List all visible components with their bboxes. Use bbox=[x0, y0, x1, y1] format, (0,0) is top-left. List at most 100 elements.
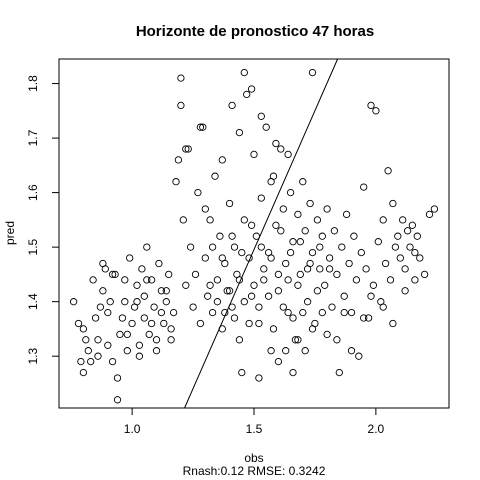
data-point bbox=[273, 140, 279, 146]
data-point bbox=[275, 288, 281, 294]
data-point bbox=[407, 244, 413, 250]
data-point bbox=[248, 293, 254, 299]
data-point bbox=[385, 168, 391, 174]
data-point bbox=[105, 309, 111, 315]
data-point bbox=[158, 309, 164, 315]
data-point bbox=[295, 211, 301, 217]
data-point bbox=[285, 151, 291, 157]
data-point bbox=[431, 206, 437, 212]
data-point bbox=[363, 266, 369, 272]
data-point bbox=[153, 348, 159, 354]
data-point bbox=[146, 331, 152, 337]
x-axis: 1.0 1.5 2.0 bbox=[124, 408, 385, 436]
data-point bbox=[226, 200, 232, 206]
data-point bbox=[317, 244, 323, 250]
data-point bbox=[280, 304, 286, 310]
y-tick-label: 1.7 bbox=[26, 129, 40, 146]
data-point bbox=[100, 288, 106, 294]
x-tick-label: 2.0 bbox=[368, 422, 385, 436]
data-point bbox=[326, 266, 332, 272]
data-point bbox=[180, 217, 186, 223]
data-point bbox=[395, 233, 401, 239]
data-point bbox=[304, 299, 310, 305]
data-point bbox=[195, 189, 201, 195]
data-point bbox=[256, 320, 262, 326]
data-point bbox=[107, 299, 113, 305]
data-point bbox=[207, 282, 213, 288]
data-point bbox=[309, 69, 315, 75]
data-point bbox=[136, 353, 142, 359]
data-point bbox=[170, 309, 176, 315]
data-point bbox=[175, 157, 181, 163]
data-point bbox=[168, 326, 174, 332]
data-point bbox=[127, 255, 133, 261]
reference-line bbox=[185, 59, 338, 408]
data-point bbox=[139, 266, 145, 272]
y-tick-label: 1.5 bbox=[26, 238, 40, 255]
data-point bbox=[285, 277, 291, 283]
data-point bbox=[402, 266, 408, 272]
data-point bbox=[166, 271, 172, 277]
data-point bbox=[248, 222, 254, 228]
data-point bbox=[368, 293, 374, 299]
data-point bbox=[261, 266, 267, 272]
data-point bbox=[105, 342, 111, 348]
data-point bbox=[168, 337, 174, 343]
data-point bbox=[70, 299, 76, 305]
data-point bbox=[153, 337, 159, 343]
data-point bbox=[346, 260, 352, 266]
data-point bbox=[241, 217, 247, 223]
data-point bbox=[339, 244, 345, 250]
data-point bbox=[329, 304, 335, 310]
data-point bbox=[241, 69, 247, 75]
data-point bbox=[283, 348, 289, 354]
data-point bbox=[244, 91, 250, 97]
data-point bbox=[319, 233, 325, 239]
data-point bbox=[268, 255, 274, 261]
data-point bbox=[348, 309, 354, 315]
data-point bbox=[270, 326, 276, 332]
y-tick-label: 1.8 bbox=[26, 75, 40, 92]
data-point bbox=[209, 309, 215, 315]
data-point bbox=[290, 369, 296, 375]
data-point bbox=[402, 288, 408, 294]
data-point bbox=[356, 353, 362, 359]
x-axis-label: obs bbox=[244, 451, 263, 465]
data-point bbox=[239, 369, 245, 375]
data-point bbox=[236, 337, 242, 343]
data-point bbox=[197, 320, 203, 326]
data-point bbox=[207, 217, 213, 223]
data-point bbox=[122, 277, 128, 283]
data-point bbox=[283, 260, 289, 266]
data-point bbox=[341, 293, 347, 299]
data-point bbox=[397, 255, 403, 261]
data-point bbox=[324, 331, 330, 337]
data-point bbox=[148, 320, 154, 326]
data-point bbox=[258, 244, 264, 250]
data-point bbox=[124, 348, 130, 354]
data-point bbox=[78, 358, 84, 364]
data-point bbox=[122, 299, 128, 305]
data-point bbox=[361, 315, 367, 321]
y-axis: 1.3 1.4 1.5 1.6 1.7 1.8 bbox=[26, 75, 59, 365]
data-point bbox=[265, 293, 271, 299]
y-axis-label: pred bbox=[3, 221, 17, 245]
data-point bbox=[88, 358, 94, 364]
data-point bbox=[241, 299, 247, 305]
data-point bbox=[114, 375, 120, 381]
data-point bbox=[409, 222, 415, 228]
data-point bbox=[278, 228, 284, 234]
data-point bbox=[392, 244, 398, 250]
data-point bbox=[114, 397, 120, 403]
data-point bbox=[341, 309, 347, 315]
data-point bbox=[331, 228, 337, 234]
data-point bbox=[295, 282, 301, 288]
data-point bbox=[309, 326, 315, 332]
data-point bbox=[358, 249, 364, 255]
y-tick-label: 1.4 bbox=[26, 293, 40, 310]
data-point bbox=[390, 320, 396, 326]
data-point bbox=[129, 320, 135, 326]
data-point bbox=[97, 304, 103, 310]
data-point bbox=[231, 244, 237, 250]
data-point bbox=[417, 255, 423, 261]
